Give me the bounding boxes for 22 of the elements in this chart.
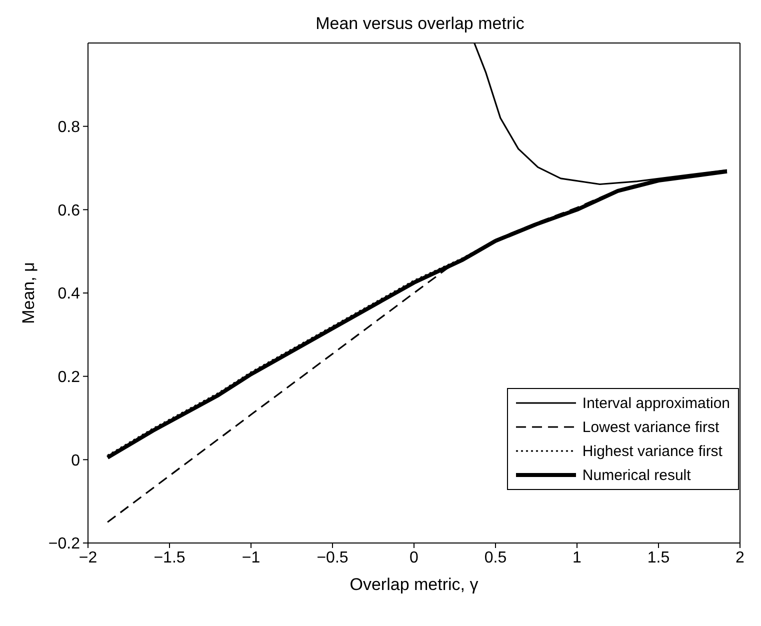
y-axis-title: Mean, μ [19,262,38,324]
x-tick-label: −0.5 [316,549,348,566]
x-tick-label: 2 [736,549,745,566]
x-tick-label: 1 [572,549,582,566]
x-tick-label: 0 [410,549,419,566]
y-tick-label: 0.4 [58,286,80,303]
x-axis-title: Overlap metric, γ [350,575,479,594]
x-tick-label: 1.5 [647,549,670,566]
x-tick-label: −2 [78,549,98,566]
y-tick-label: 0.8 [58,119,80,136]
legend-label: Interval approximation [582,394,730,412]
y-tick-label: 0.6 [58,202,80,220]
y-tick-label: −0.2 [48,536,80,553]
x-tick-label: 0.5 [484,549,507,566]
chart-title: Mean versus overlap metric [316,14,524,33]
x-tick-label: −1 [242,549,260,566]
legend-label: Lowest variance first [582,418,720,436]
y-tick-label: 0.2 [58,369,80,386]
legend-label: Highest variance first [582,442,722,460]
x-tick-label: −1.5 [154,549,186,566]
legend-label: Numerical result [582,466,691,484]
y-tick-label: 0 [71,452,80,470]
